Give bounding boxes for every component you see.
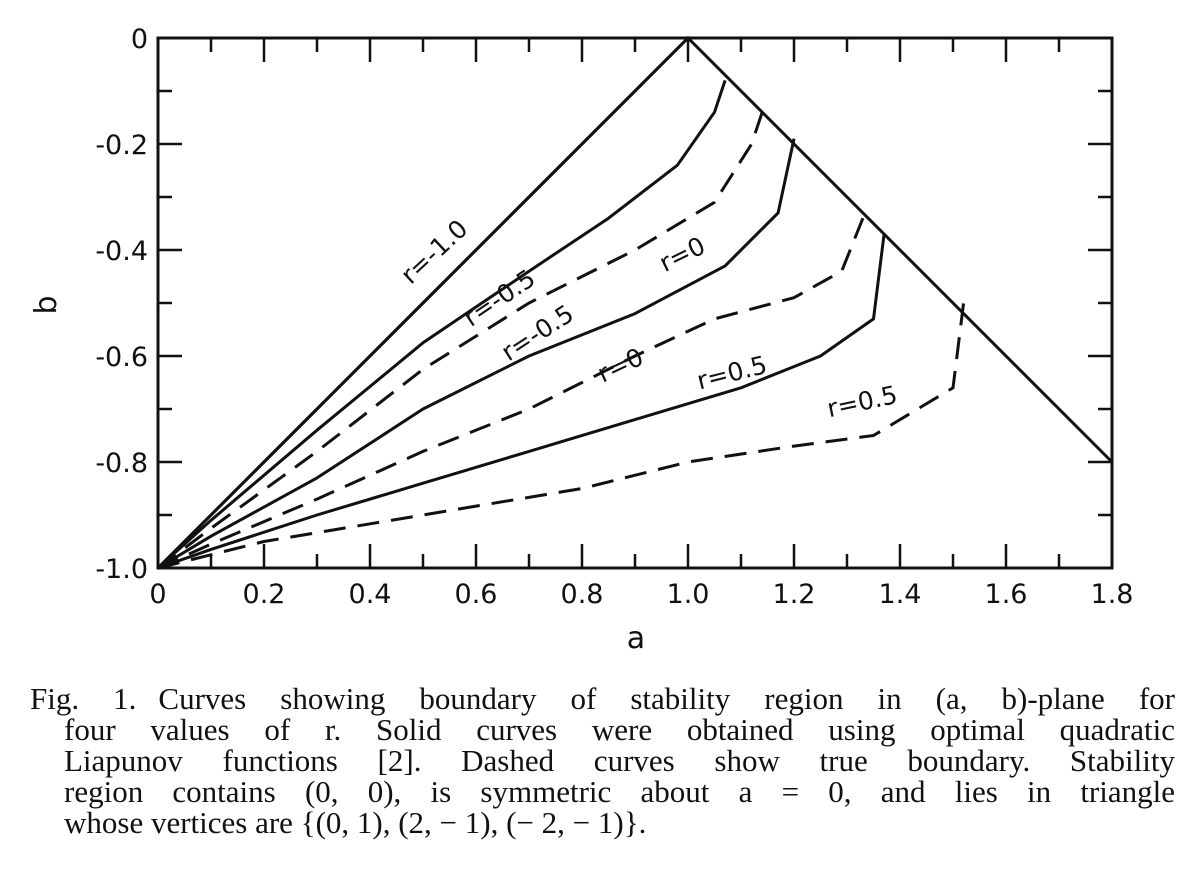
x-tick-label: 0.4 <box>349 579 392 610</box>
solid-curve-5 <box>157 233 886 570</box>
caption-line-4: region contains (0, 0), is symmetric abo… <box>64 774 1175 809</box>
axis-ticks <box>158 38 1112 568</box>
dashed-curve-4 <box>157 217 865 570</box>
curve-labels: r=-1.0r=-0.5r=-0.5r=0r=0 r=0.5r=0.5 <box>395 214 900 423</box>
stability-chart: 0 0.2 0.4 0.6 0.8 1.0 1.2 1.4 1.6 1.8 0 -0.2 -0.4 -0… <box>29 24 1133 656</box>
figure-caption: Fig. 1. Curves showing boundary of stabil… <box>30 683 1175 838</box>
y-tick-label: -0.6 <box>95 342 148 373</box>
caption-line-3: Liapunov functions [2]. Dashed curves sh… <box>64 743 1175 778</box>
x-tick-label: 1.0 <box>667 579 710 610</box>
curve-label: r=0.5 <box>694 350 770 395</box>
caption-text-1: Curves showing boundary of stability reg… <box>158 681 1176 716</box>
curve-label: r=0 <box>593 342 648 388</box>
curve-label: r=-1.0 <box>395 214 473 290</box>
x-tick-label: 0.6 <box>455 579 498 610</box>
x-axis-title: a <box>627 621 645 656</box>
caption-line-5: whose vertices are {(0, 1), (2, − 1), (−… <box>64 805 647 840</box>
y-tick-label: -0.2 <box>95 130 148 161</box>
y-tick-label: -1.0 <box>95 554 148 585</box>
x-tick-label: 1.2 <box>773 579 816 610</box>
x-tick-label: 1.4 <box>879 579 922 610</box>
y-tick-label: -0.8 <box>95 448 148 479</box>
plot-frame <box>156 36 1114 570</box>
x-tick-labels: 0 0.2 0.4 0.6 0.8 1.0 1.2 1.4 1.6 1.8 <box>149 579 1133 610</box>
x-tick-label: 1.6 <box>985 579 1028 610</box>
caption-line-2: four values of r. Solid curves were obta… <box>64 712 1175 747</box>
x-tick-label: 1.8 <box>1091 579 1134 610</box>
y-tick-labels: 0 -0.2 -0.4 -0.6 -0.8 -1.0 <box>95 24 148 585</box>
curve-label: r=0 <box>655 231 710 278</box>
caption-line-1: Fig. 1. Curves showing boundary of stabil… <box>30 683 1175 714</box>
y-axis-title: b <box>29 295 64 314</box>
figure-number: Fig. 1. <box>30 681 137 716</box>
solid-curve-3 <box>157 138 796 570</box>
y-tick-label: 0 <box>131 24 148 55</box>
triangle-boundary-line <box>156 35 1114 570</box>
plot-curves <box>156 35 1114 570</box>
solid-curve-0 <box>156 36 690 570</box>
curve-label: r=0.5 <box>825 380 900 423</box>
y-tick-label: -0.4 <box>95 236 148 267</box>
dashed-curve-2 <box>157 111 764 570</box>
x-tick-label: 0 <box>149 579 166 610</box>
x-tick-label: 0.8 <box>561 579 604 610</box>
x-tick-label: 0.2 <box>243 579 286 610</box>
solid-curve-1 <box>156 79 727 570</box>
dashed-curve-6 <box>157 302 966 570</box>
